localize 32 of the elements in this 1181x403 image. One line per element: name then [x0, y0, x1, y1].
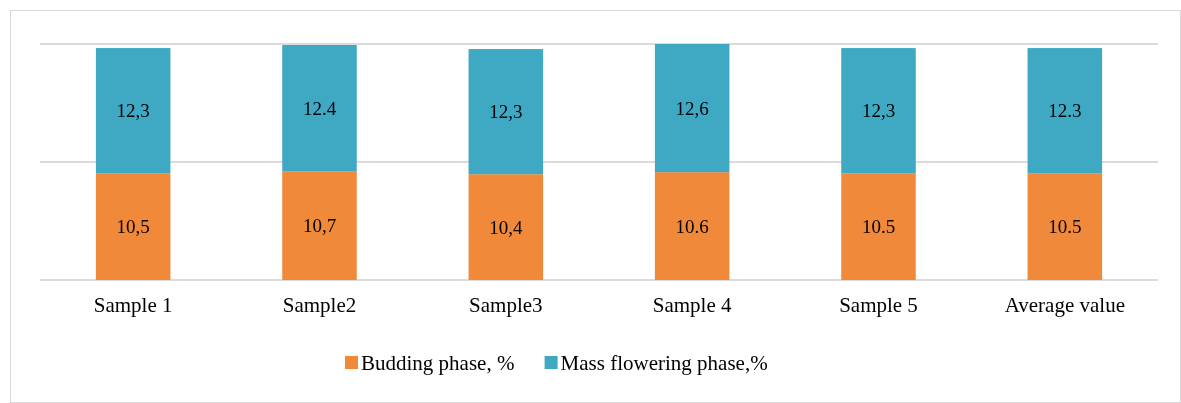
data-label: 12,3 [861, 100, 896, 122]
bar [654, 172, 730, 280]
data-label: 12.3 [1048, 100, 1082, 122]
bar [468, 174, 544, 280]
bar [1027, 48, 1103, 174]
data-label: 12,3 [489, 101, 523, 123]
legend-label: Budding phase, % [361, 351, 515, 375]
bar [841, 173, 916, 280]
data-label: 10.6 [675, 215, 709, 237]
bar [95, 173, 171, 280]
data-label: 10,5 [116, 216, 150, 238]
x-tick-label: Sample2 [282, 293, 357, 317]
x-tick-label: Sample3 [469, 293, 543, 317]
x-tick-label: Sample 5 [839, 293, 918, 317]
bar [468, 49, 544, 175]
bar [654, 44, 730, 173]
x-tick-label: Average value [1004, 293, 1125, 317]
bar [282, 45, 357, 172]
legend-label: Mass flowering phase,% [560, 351, 768, 375]
bar [95, 48, 171, 174]
bar [1027, 173, 1103, 280]
data-label: 12,3 [116, 100, 150, 122]
data-label: 10,7 [302, 215, 337, 237]
data-label: 10.5 [861, 216, 896, 238]
data-label: 12.4 [302, 97, 337, 119]
bar [282, 171, 357, 280]
data-label: 10,4 [489, 216, 523, 238]
bar [841, 48, 916, 174]
data-label: 10.5 [1048, 216, 1082, 238]
x-tick-label: Sample 4 [652, 293, 733, 317]
x-tick-label: Sample 1 [93, 293, 173, 317]
data-label: 12,6 [675, 97, 709, 119]
